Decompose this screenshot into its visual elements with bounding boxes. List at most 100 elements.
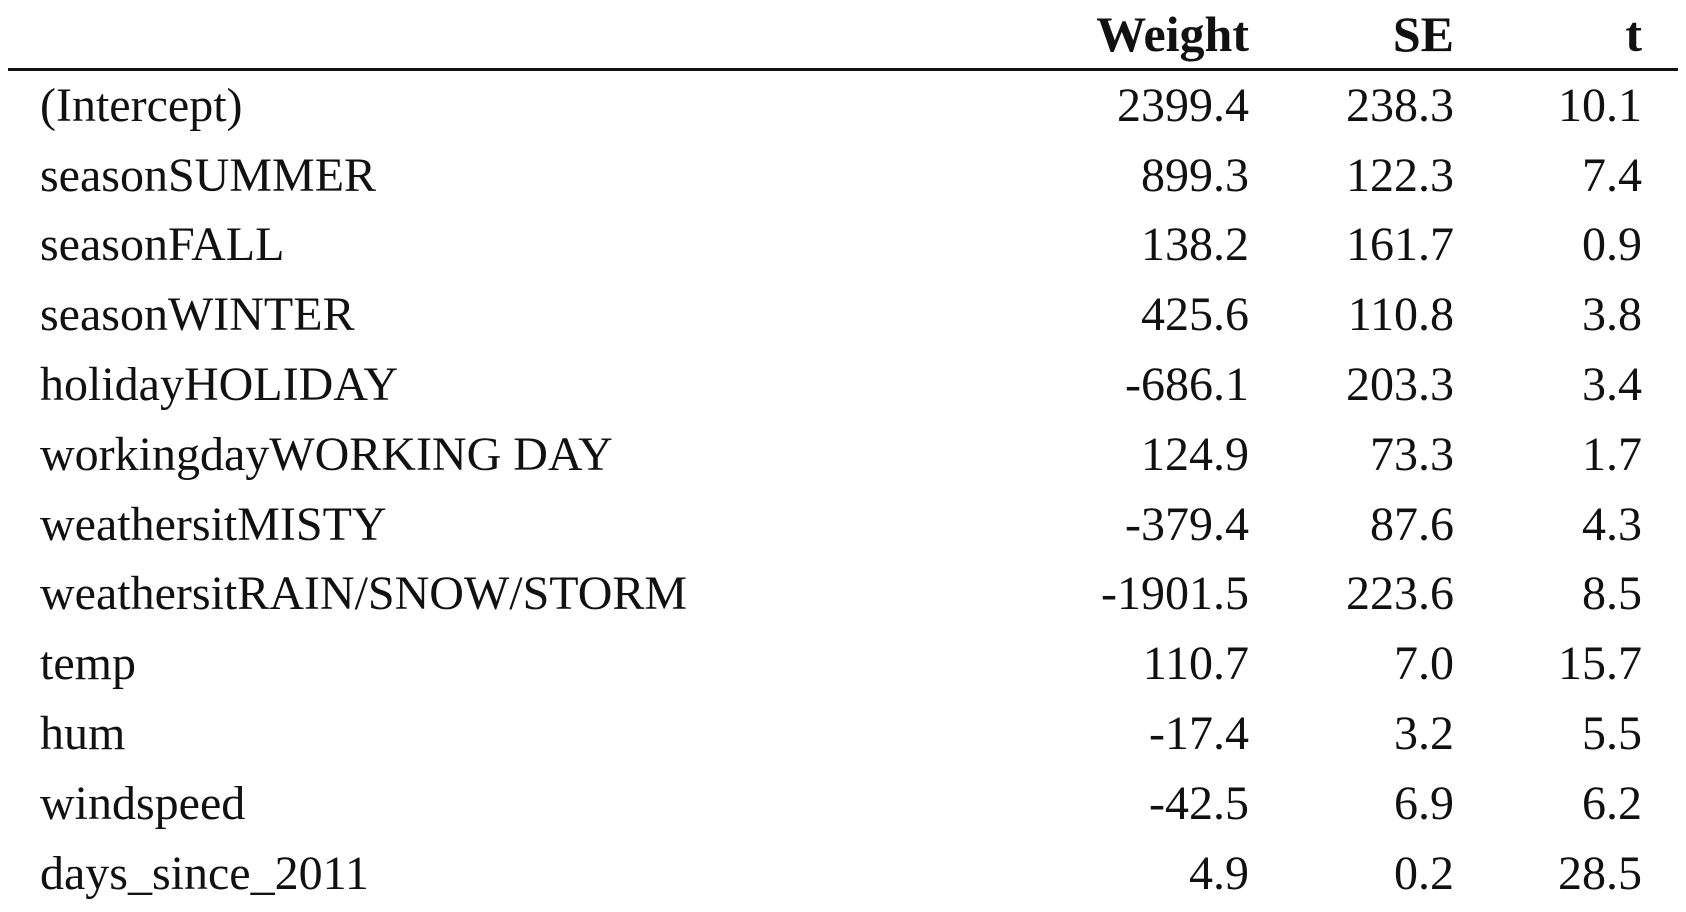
se-cell-value: 7.0 [1394,637,1454,691]
se-cell: 122.3 [1273,141,1478,211]
weight-cell: 138.2 [1048,211,1273,281]
regression-coefficients-table: Weight SE t (Intercept) 2399.4 238.3 10.1 se… [8,0,1678,909]
weight-cell: -42.5 [1048,769,1273,839]
weight-cell: -1901.5 [1048,560,1273,630]
table-row: holidayHOLIDAY -686.1 203.3 3.4 [8,350,1678,420]
table-row: windspeed -42.5 6.9 6.2 [8,769,1678,839]
weight-cell: 2399.4 [1048,70,1273,141]
term-cell: weathersitRAIN/SNOW/STORM [40,567,688,621]
se-cell: 87.6 [1273,490,1478,560]
se-cell: 7.0 [1273,629,1478,699]
term-cell: seasonWINTER [40,288,355,342]
se-cell-value: 0.2 [1394,846,1454,900]
se-cell-value: 6.9 [1394,776,1454,830]
t-cell-value: 4.3 [1582,497,1642,551]
table-body: (Intercept) 2399.4 238.3 10.1 seasonSUMMER 89… [8,70,1678,909]
term-cell: seasonFALL [40,218,285,272]
weight-cell: -686.1 [1048,350,1273,420]
table-row: temp 110.7 7.0 15.7 [8,629,1678,699]
se-cell: 161.7 [1273,211,1478,281]
t-cell-value: 8.5 [1582,567,1642,621]
weight-cell-value: 899.3 [1141,148,1249,202]
weight-cell-value: 124.9 [1141,427,1249,481]
se-cell-value: 122.3 [1346,148,1454,202]
weight-cell-value: 138.2 [1141,218,1249,272]
table-row: seasonWINTER 425.6 110.8 3.8 [8,280,1678,350]
se-cell: 110.8 [1273,280,1478,350]
se-cell: 0.2 [1273,839,1478,909]
header-row: Weight SE t [8,0,1678,71]
t-cell-value: 10.1 [1558,78,1642,132]
t-cell: 4.3 [1478,490,1678,560]
se-cell: 3.2 [1273,699,1478,769]
t-cell-value: 0.9 [1582,218,1642,272]
table-row: seasonSUMMER 899.3 122.3 7.4 [8,141,1678,211]
table-row: weathersitRAIN/SNOW/STORM -1901.5 223.6 8.5 [8,560,1678,630]
header-t-label: t [1625,6,1642,62]
weight-cell: 110.7 [1048,629,1273,699]
weight-cell-value: 110.7 [1142,637,1249,691]
se-cell: 223.6 [1273,560,1478,630]
term-cell: days_since_2011 [40,846,369,900]
t-cell-value: 5.5 [1582,707,1642,761]
se-cell: 238.3 [1273,70,1478,141]
term-cell: holidayHOLIDAY [40,358,399,412]
term-cell: windspeed [40,776,246,830]
se-cell-value: 223.6 [1346,567,1454,621]
se-cell: 6.9 [1273,769,1478,839]
weight-cell: 124.9 [1048,420,1273,490]
header-term [8,0,1048,71]
term-cell: seasonSUMMER [40,148,377,202]
header-weight: Weight [1048,0,1273,71]
t-cell-value: 6.2 [1582,776,1642,830]
weight-cell-value: 2399.4 [1117,78,1249,132]
t-cell: 3.4 [1478,350,1678,420]
header-se-label: SE [1392,6,1454,62]
header-t: t [1478,0,1678,71]
t-cell: 28.5 [1478,839,1678,909]
t-cell: 3.8 [1478,280,1678,350]
se-cell-value: 73.3 [1370,427,1454,481]
table-row: workingdayWORKING DAY 124.9 73.3 1.7 [8,420,1678,490]
term-cell: weathersitMISTY [40,497,387,551]
weight-cell-value: -686.1 [1125,358,1249,412]
t-cell-value: 7.4 [1582,148,1642,202]
table-row: hum -17.4 3.2 5.5 [8,699,1678,769]
weight-cell: -17.4 [1048,699,1273,769]
table-header: Weight SE t [8,0,1678,71]
header-weight-label: Weight [1096,6,1249,62]
weight-cell-value: 425.6 [1141,288,1249,342]
t-cell-value: 28.5 [1558,846,1642,900]
header-se: SE [1273,0,1478,71]
se-cell-value: 161.7 [1346,218,1454,272]
weight-cell-value: -17.4 [1149,707,1249,761]
se-cell: 203.3 [1273,350,1478,420]
se-cell-value: 203.3 [1346,358,1454,412]
t-cell: 6.2 [1478,769,1678,839]
t-cell: 1.7 [1478,420,1678,490]
term-cell: (Intercept) [40,78,243,132]
weight-cell: 4.9 [1048,839,1273,909]
weight-cell-value: -379.4 [1125,497,1249,551]
t-cell: 7.4 [1478,141,1678,211]
t-cell-value: 3.8 [1582,288,1642,342]
se-cell-value: 87.6 [1370,497,1454,551]
se-cell-value: 110.8 [1347,288,1454,342]
t-cell-value: 1.7 [1582,427,1642,481]
table-row: weathersitMISTY -379.4 87.6 4.3 [8,490,1678,560]
t-cell: 5.5 [1478,699,1678,769]
t-cell-value: 15.7 [1558,637,1642,691]
se-cell: 73.3 [1273,420,1478,490]
t-cell: 10.1 [1478,70,1678,141]
term-cell: hum [40,707,126,761]
term-cell: temp [40,637,136,691]
weight-cell-value: 4.9 [1189,846,1249,900]
weight-cell-value: -1901.5 [1101,567,1249,621]
t-cell: 8.5 [1478,560,1678,630]
se-cell-value: 3.2 [1394,707,1454,761]
table-row: days_since_2011 4.9 0.2 28.5 [8,839,1678,909]
t-cell-value: 3.4 [1582,358,1642,412]
weight-cell-value: -42.5 [1149,776,1249,830]
term-cell: workingdayWORKING DAY [40,427,613,481]
table-row: seasonFALL 138.2 161.7 0.9 [8,211,1678,281]
